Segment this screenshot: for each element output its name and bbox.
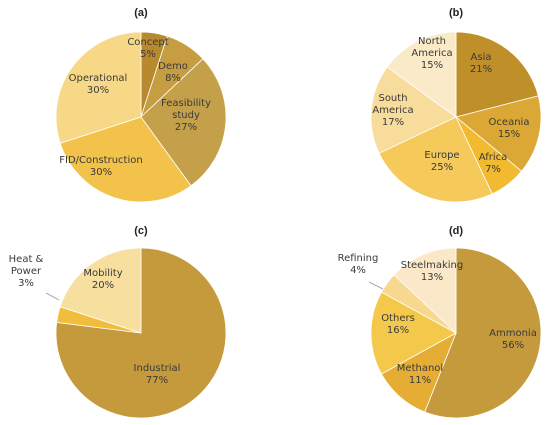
slice-label-0-1: Demo 8% [158,61,188,84]
panel-a-title: (a) [134,7,148,19]
slice-label-2-0: Industrial 77% [134,363,181,386]
slice-label-0-0: Concept 5% [127,37,168,60]
slice-label-0-4: Operational 30% [69,73,128,96]
pie-slice-1-3 [378,116,493,203]
pie-slice-3-0 [424,247,542,419]
slice-label-1-2: Africa 7% [479,152,508,175]
pie-slice-1-1 [455,95,542,172]
pie-slice-3-2 [370,291,457,375]
leader-line-3-3 [368,281,384,290]
slice-label-1-5: North America 15% [411,36,452,71]
pie-slice-0-4 [55,31,142,144]
pie-slice-0-3 [59,116,192,203]
slice-label-0-2: Feasibility study 27% [161,98,211,133]
slice-label-1-4: South America 17% [372,93,413,128]
slice-label-3-3: Refining 4% [338,253,379,276]
pie-slice-2-2 [59,247,142,334]
slice-label-3-1: Methanol 11% [397,363,443,386]
panel-c-title: (c) [134,225,148,237]
slice-label-3-0: Ammonia 56% [489,328,537,351]
slice-label-2-1: Heat & Power 3% [9,254,44,289]
pie-slice-1-5 [386,31,457,118]
leader-line-2-1 [45,292,60,301]
pie-slice-1-4 [370,66,457,154]
pie-slice-1-0 [455,31,539,118]
slice-label-1-3: Europe 25% [424,150,459,173]
slice-label-1-0: Asia 21% [470,52,492,75]
slice-label-3-4: Steelmaking 13% [401,260,463,283]
slice-label-2-2: Mobility 20% [83,268,122,291]
slice-label-3-2: Others 16% [381,313,415,336]
pie-slice-3-4 [393,247,457,334]
slice-label-0-3: FID/Construction 30% [59,155,142,178]
panel-d-title: (d) [449,225,463,237]
pie-slice-0-2 [140,58,227,187]
panel-b-title: (b) [449,7,463,19]
slice-label-1-1: Oceania 15% [489,117,530,140]
